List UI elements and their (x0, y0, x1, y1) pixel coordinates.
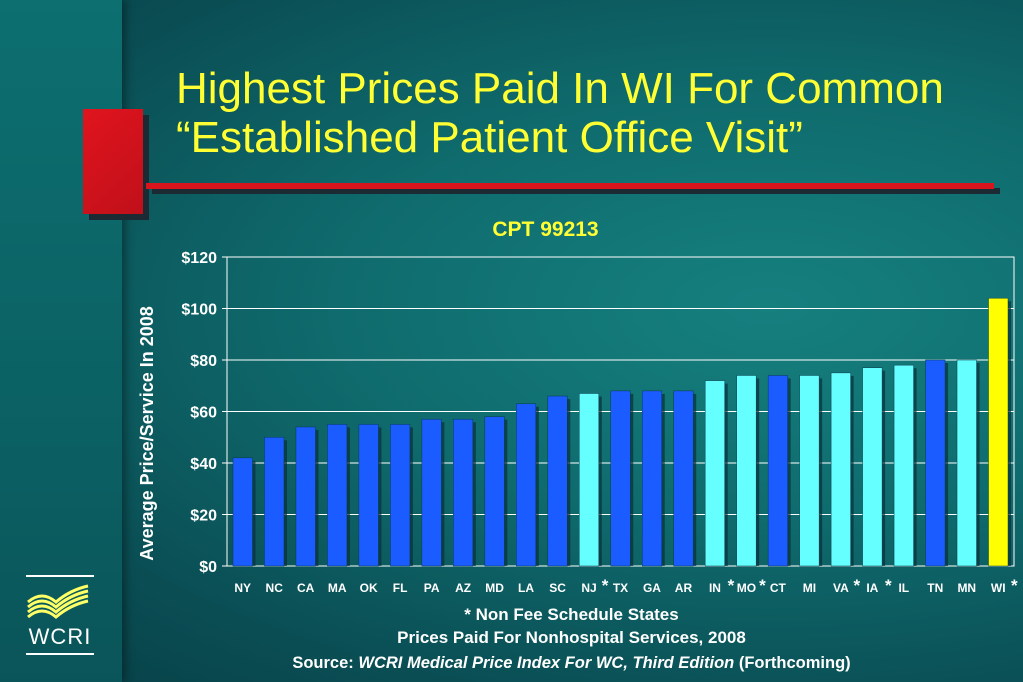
source-status: (Forthcoming) (738, 654, 851, 672)
x-tick-label: NC (266, 581, 284, 595)
asterisk-mark: * (1011, 576, 1018, 595)
title-rule (146, 183, 994, 189)
x-tick-label: LA (518, 581, 534, 595)
x-tick-label: AR (675, 581, 693, 595)
y-axis-label: Average Price/Service In 2008 (137, 306, 157, 561)
bar-ok (358, 424, 379, 567)
slide-title: Highest Prices Paid In WI For Common “Es… (176, 64, 1006, 162)
x-tick-label: MI (803, 581, 816, 595)
bar-tn (925, 359, 946, 567)
x-tick-label: TN (927, 581, 943, 595)
source-title: WCRI Medical Price Index For WC, Third E… (358, 654, 735, 672)
bar-mi (799, 375, 820, 567)
x-tick-label: IA (866, 581, 878, 595)
bar-pa (421, 418, 442, 567)
title-rule-shadow (152, 188, 1000, 194)
bar-ct (767, 375, 788, 567)
asterisk-mark: * (759, 576, 766, 595)
x-tick-label: TX (613, 581, 628, 595)
source-label: Source: (292, 654, 354, 672)
x-tick-label: MA (328, 581, 347, 595)
y-tick-label: $40 (190, 456, 217, 473)
bar-va (830, 372, 851, 567)
bar-tx (610, 390, 631, 567)
x-tick-label: CA (297, 581, 315, 595)
x-tick-label: SC (549, 581, 566, 595)
wcri-logo: WCRI (22, 572, 98, 656)
x-tick-label: MD (485, 581, 504, 595)
x-tick-label: NJ (581, 581, 596, 595)
y-tick-label: $100 (181, 302, 217, 319)
bar-mn (956, 359, 977, 567)
bar-la (516, 403, 537, 567)
y-tick-label: $20 (190, 508, 217, 525)
x-tick-label: MN (957, 581, 976, 595)
accent-square (83, 109, 143, 214)
bar-ar (673, 390, 694, 567)
bar-wi (988, 297, 1009, 567)
chart-subtitle: Prices Paid For Nonhospital Services, 20… (397, 628, 746, 647)
asterisk-mark: * (885, 576, 892, 595)
x-tick-label: CT (770, 581, 787, 595)
x-tick-label: MO (737, 581, 756, 595)
source-line: Source: WCRI Medical Price Index For WC,… (80, 654, 1023, 673)
x-tick-label: VA (833, 581, 849, 595)
y-tick-label: $60 (190, 405, 217, 422)
bar-ma (327, 424, 348, 567)
x-tick-label: IL (898, 581, 909, 595)
bar-nj (579, 393, 600, 567)
bar-az (453, 418, 474, 567)
bar-ny (232, 457, 253, 567)
wcri-logo-rule (26, 653, 94, 655)
slide-title-line-1: Highest Prices Paid In WI For Common (176, 64, 944, 113)
x-tick-label: WI (991, 581, 1006, 595)
x-tick-label: FL (393, 581, 408, 595)
bar-il (893, 364, 914, 567)
y-tick-label: $0 (199, 559, 217, 576)
bar-fl (390, 424, 411, 567)
wcri-logo-icon (26, 575, 94, 619)
bar-ca (295, 426, 316, 567)
bar-nc (264, 437, 285, 567)
y-tick-label: $80 (190, 353, 217, 370)
x-tick-label: IN (709, 581, 721, 595)
x-tick-label: OK (360, 581, 378, 595)
asterisk-mark: * (854, 576, 861, 595)
bar-sc (547, 395, 568, 567)
bar-in (704, 380, 725, 567)
x-tick-label: NY (234, 581, 251, 595)
asterisk-mark: * (602, 576, 609, 595)
wcri-logo-text: WCRI (28, 624, 92, 649)
x-tick-label: PA (424, 581, 440, 595)
chart-title: CPT 99213 (492, 218, 598, 241)
y-tick-label: $120 (181, 250, 217, 267)
bar-md (484, 416, 505, 567)
x-tick-label: GA (643, 581, 661, 595)
slide-title-line-2: “Established Patient Office Visit” (176, 113, 803, 162)
bar-mo (736, 375, 757, 567)
asterisk-mark: * (728, 576, 735, 595)
footnote: * Non Fee Schedule States (464, 605, 679, 624)
bar-ga (641, 390, 662, 567)
x-tick-label: AZ (455, 581, 471, 595)
bar-ia (862, 367, 883, 567)
